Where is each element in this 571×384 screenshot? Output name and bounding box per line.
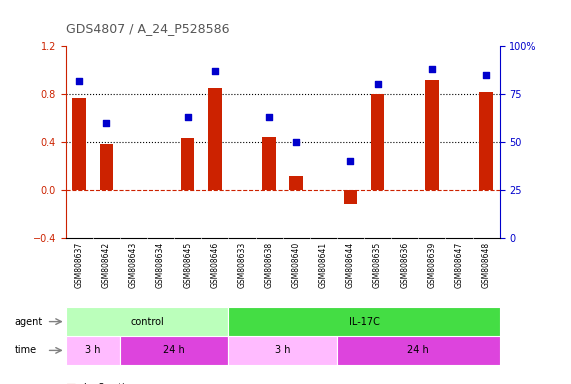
Bar (262, 137, 276, 190)
Text: 24 h: 24 h (163, 345, 185, 356)
Bar (479, 92, 493, 190)
Text: 3 h: 3 h (275, 345, 291, 356)
Bar (66, 336, 120, 365)
Bar (228, 336, 337, 365)
Text: 24 h: 24 h (407, 345, 429, 356)
Text: GSM808637: GSM808637 (75, 242, 84, 288)
Text: GDS4807 / A_24_P528586: GDS4807 / A_24_P528586 (66, 22, 229, 35)
Text: GSM808648: GSM808648 (481, 242, 490, 288)
Point (210, 68, 219, 74)
Text: GSM808634: GSM808634 (156, 242, 165, 288)
Point (102, 120, 111, 126)
Bar (73, 98, 86, 190)
Bar (99, 144, 113, 190)
Text: 3 h: 3 h (85, 345, 100, 356)
Bar (228, 307, 500, 336)
Text: GSM808647: GSM808647 (455, 242, 464, 288)
Text: agent: agent (14, 316, 42, 327)
Point (264, 114, 274, 120)
Bar (181, 139, 195, 190)
Bar (120, 336, 228, 365)
Text: GSM808633: GSM808633 (238, 242, 247, 288)
Text: GSM808644: GSM808644 (346, 242, 355, 288)
Text: ■: ■ (66, 383, 76, 384)
Text: GSM808638: GSM808638 (264, 242, 274, 288)
Bar (371, 94, 384, 190)
Text: control: control (130, 316, 164, 327)
Text: GSM808646: GSM808646 (210, 242, 219, 288)
Bar (425, 79, 439, 190)
Bar (208, 88, 222, 190)
Text: GSM808636: GSM808636 (400, 242, 409, 288)
Bar (66, 307, 228, 336)
Point (427, 66, 436, 72)
Text: GSM808641: GSM808641 (319, 242, 328, 288)
Bar (289, 176, 303, 190)
Text: time: time (14, 345, 37, 356)
Text: GSM808642: GSM808642 (102, 242, 111, 288)
Text: IL-17C: IL-17C (348, 316, 380, 327)
Text: GSM808645: GSM808645 (183, 242, 192, 288)
Bar (344, 190, 357, 204)
Text: log2 ratio: log2 ratio (84, 383, 131, 384)
Point (373, 81, 382, 88)
Point (75, 78, 84, 84)
Point (346, 158, 355, 164)
Text: GSM808635: GSM808635 (373, 242, 382, 288)
Text: GSM808643: GSM808643 (129, 242, 138, 288)
Bar (337, 336, 500, 365)
Point (481, 72, 490, 78)
Point (183, 114, 192, 120)
Text: GSM808640: GSM808640 (292, 242, 301, 288)
Text: GSM808639: GSM808639 (427, 242, 436, 288)
Point (292, 139, 301, 145)
